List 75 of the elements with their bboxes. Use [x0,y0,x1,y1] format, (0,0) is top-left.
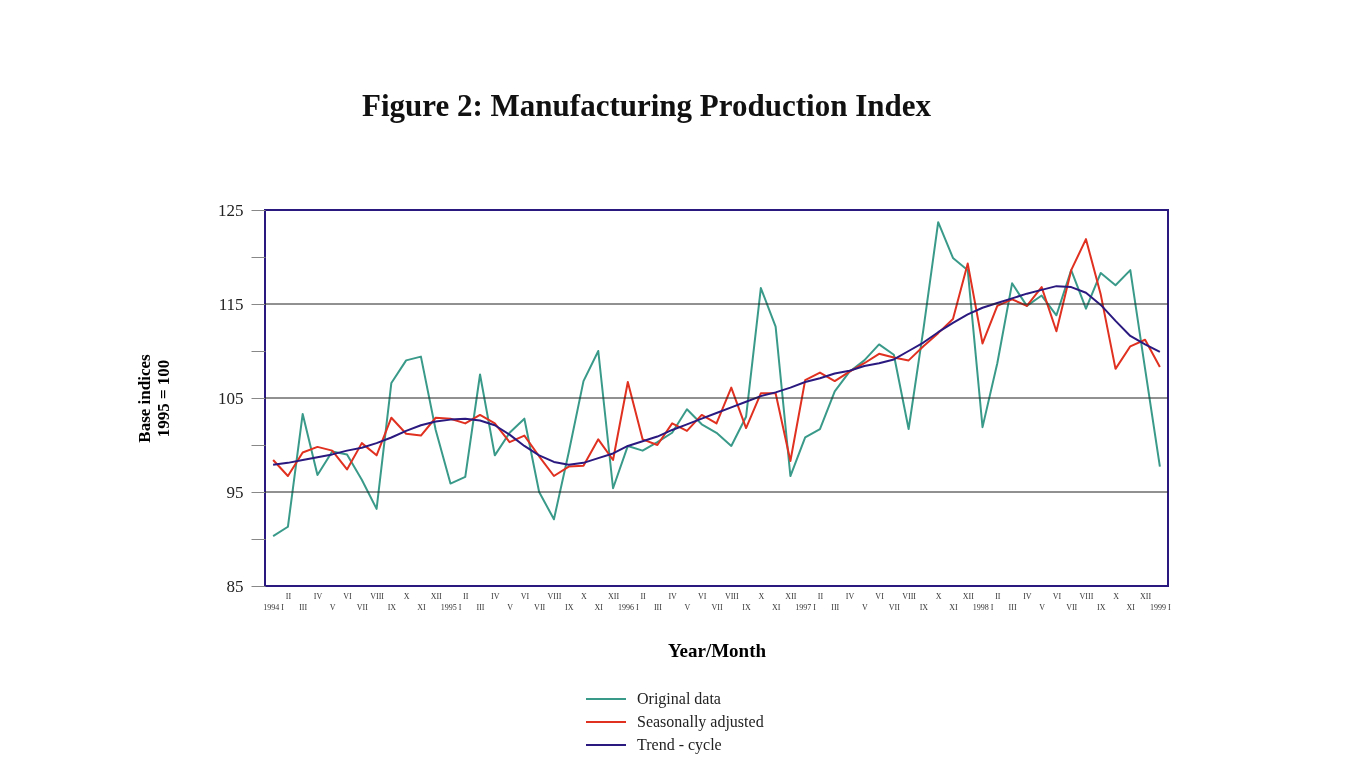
x-tick-label: 1994 I [263,602,285,612]
x-tick-label: II [285,591,292,601]
x-tick-label: IX [1097,602,1106,612]
x-tick-label: XI [949,602,959,612]
x-axis-title: Year/Month [667,639,767,661]
x-tick-label: VIII [1079,591,1094,601]
y-tick-label: 95 [226,482,244,502]
x-tick-label: X [758,591,765,601]
x-tick-label: X [1113,591,1120,601]
x-tick-label: VI [1052,591,1062,601]
x-tick-label: IX [564,602,574,612]
x-tick-label: IX [919,602,929,612]
x-tick-label: V [329,602,336,612]
x-tick-label: XII [1140,591,1152,601]
x-tick-label: V [861,602,868,612]
line-series [272,285,1161,466]
x-tick-label: X [403,591,410,601]
x-tick-label: III [299,602,308,612]
x-tick-label: 1996 I [617,602,639,612]
x-tick-label: XII [962,591,975,601]
x-tick-label: IV [491,591,500,601]
x-tick-label: VIII [724,591,739,601]
x-tick-label: II [640,591,647,601]
x-tick-label: III [653,602,663,612]
x-tick-label: V [1039,602,1046,612]
x-tick-label: III [1008,602,1017,612]
x-tick-label: XII [607,591,620,601]
x-tick-label: 1997 I [795,602,817,612]
legend-label: Trend - cycle [637,736,722,754]
x-tick-label: II [995,591,1001,601]
x-tick-label: IX [742,602,751,612]
x-tick-label: XI [417,602,426,612]
x-tick-label: VIII [902,591,917,601]
y-axis-title: Base indices 1995 = 100 [135,353,173,443]
x-tick-label: VI [343,591,353,601]
x-tick-label: IV [313,591,323,601]
x-tick-label: VII [1066,602,1078,612]
x-tick-label: VI [875,591,885,601]
legend-label: Original data [637,690,721,708]
chart-title: Figure 2: Manufacturing Production Index [362,88,932,123]
x-tick-label: 1995 I [440,602,462,612]
y-tick-label: 85 [226,576,244,596]
y-tick-label: 105 [218,388,244,408]
x-tick-label: XI [594,602,604,612]
x-tick-label: VII [534,602,546,612]
line-series [272,221,1161,538]
x-tick-label: X [581,591,588,601]
x-tick-label: VII [888,602,901,612]
x-tick-label: VI [520,591,530,601]
x-tick-label: IV [668,591,678,601]
x-tick-label: IX [387,602,397,612]
x-tick-label: XI [1126,602,1136,612]
x-tick-label: IV [845,591,855,601]
x-tick-label: 1998 I [972,602,994,612]
y-tick-label: 115 [218,294,244,314]
x-tick-label: III [476,602,485,612]
x-tick-label: VII [356,602,369,612]
x-tick-label: VIII [547,591,562,601]
x-tick-label: V [684,602,691,612]
x-tick-label: III [831,602,840,612]
x-tick-label: II [817,591,824,601]
x-tick-label: VIII [370,591,385,601]
x-tick-label: IV [1023,591,1032,601]
x-tick-label: VI [697,591,707,601]
x-tick-label: VII [711,602,723,612]
legend-label: Seasonally adjusted [637,713,764,731]
y-tick-label: 125 [218,200,244,220]
x-tick-label: II [463,591,469,601]
line-series [272,238,1161,478]
x-tick-label: XII [430,591,443,601]
x-tick-label: X [935,591,942,601]
x-tick-label: V [507,602,514,612]
x-tick-label: 1999 I [1150,602,1172,612]
x-tick-label: XII [785,591,797,601]
x-tick-label: XI [771,602,781,612]
